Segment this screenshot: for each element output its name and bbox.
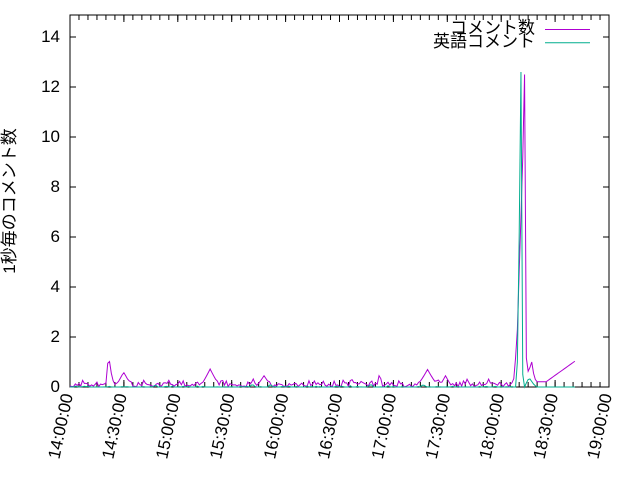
svg-text:英語コメント: 英語コメント [433,32,535,51]
svg-text:10: 10 [41,127,60,146]
svg-text:8: 8 [51,177,60,196]
svg-text:6: 6 [51,227,60,246]
svg-text:12: 12 [41,77,60,96]
svg-text:1秒毎のコメント数: 1秒毎のコメント数 [0,128,19,273]
svg-text:4: 4 [51,277,60,296]
svg-text:14: 14 [41,27,60,46]
svg-text:2: 2 [51,327,60,346]
